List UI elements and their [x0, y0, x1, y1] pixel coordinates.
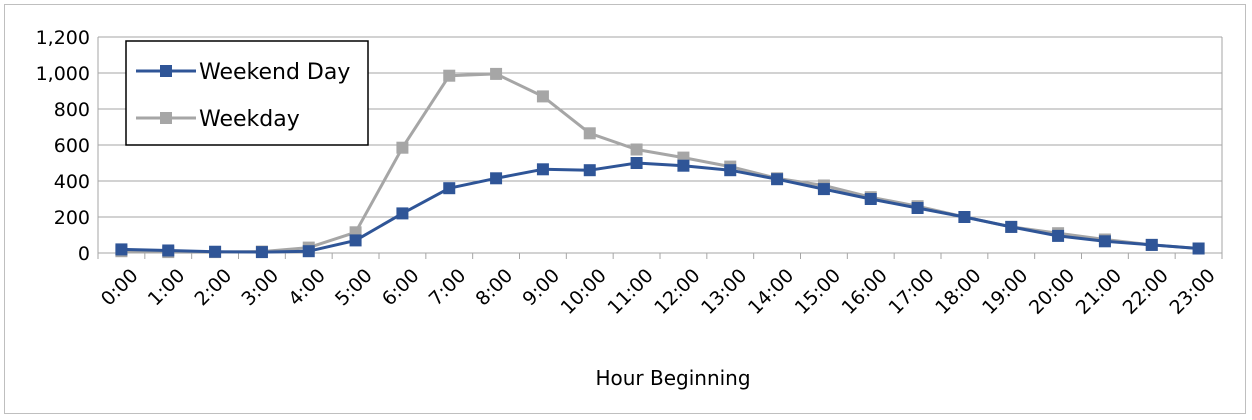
- data-point-marker: [536, 163, 549, 176]
- x-tick-label: 17:00: [884, 265, 938, 319]
- data-point-marker: [958, 211, 971, 223]
- data-point-marker: [115, 243, 128, 256]
- legend-box: [125, 40, 369, 146]
- x-tick-label: 20:00: [1025, 265, 1079, 319]
- y-tick-label: 800: [54, 99, 90, 121]
- data-point-marker: [817, 183, 830, 196]
- data-point-marker: [396, 207, 409, 220]
- data-point-marker: [349, 234, 362, 247]
- x-tick-label: 8:00: [472, 265, 518, 311]
- x-tick-label: 2:00: [191, 265, 237, 311]
- x-tick-label: 13:00: [697, 265, 751, 319]
- series-lines: [115, 67, 1205, 259]
- data-point-marker: [443, 69, 456, 82]
- x-tick-label: 21:00: [1072, 265, 1126, 319]
- y-tick-label: 200: [54, 207, 90, 229]
- y-tick-label: 1,000: [36, 63, 90, 85]
- data-point-marker: [864, 193, 877, 205]
- x-tick-label: 12:00: [650, 265, 704, 319]
- data-point-marker: [1192, 242, 1205, 255]
- x-tick-label: 10:00: [557, 265, 611, 319]
- x-tick-label: 3:00: [237, 265, 283, 311]
- x-tick-label: 14:00: [744, 265, 798, 319]
- y-tick-label: 600: [54, 135, 90, 157]
- x-tick-label: 0:00: [97, 265, 143, 311]
- x-tick-label: 18:00: [931, 265, 985, 319]
- data-point-marker: [630, 143, 643, 156]
- y-tick-label: 1,200: [36, 27, 90, 49]
- data-point-marker: [1005, 220, 1018, 233]
- data-point-marker: [162, 244, 175, 257]
- data-point-marker: [583, 127, 596, 140]
- y-tick-label: 0: [78, 243, 90, 265]
- y-tick-labels: 0 200 400 600 800 1,000 1,200: [36, 27, 90, 265]
- series-line: [121, 161, 1199, 254]
- x-tick-label: 15:00: [791, 265, 845, 319]
- legend-label: Weekend Day: [199, 60, 350, 85]
- data-point-marker: [396, 141, 409, 154]
- data-point-marker: [630, 157, 643, 169]
- data-point-marker: [583, 164, 596, 177]
- y-tick-label: 400: [54, 171, 90, 193]
- data-point-marker: [536, 90, 549, 103]
- data-point-marker: [443, 182, 456, 195]
- x-tick-label: 11:00: [603, 265, 657, 319]
- x-axis-title: Hour Beginning: [595, 366, 750, 390]
- legend: Weekend Day Weekday: [125, 40, 369, 146]
- x-tick-labels: 0:00 1:00 2:00 3:00 4:00 5:00 6:00 7:00 8:00 9:00…: [97, 265, 1220, 319]
- legend-label: Weekday: [199, 107, 300, 132]
- legend-swatch-marker: [160, 65, 172, 77]
- x-tick-label: 5:00: [331, 265, 377, 311]
- data-point-marker: [771, 173, 784, 186]
- data-point-marker: [490, 172, 503, 185]
- data-point-marker: [490, 67, 503, 80]
- x-tick-label: 1:00: [144, 265, 190, 311]
- data-point-marker: [302, 245, 315, 258]
- x-tick-label: 19:00: [978, 265, 1032, 319]
- data-point-marker: [1145, 238, 1158, 251]
- x-tick-label: 22:00: [1119, 265, 1173, 319]
- data-point-marker: [209, 245, 222, 258]
- data-point-marker: [911, 202, 924, 214]
- data-point-marker: [1052, 229, 1065, 242]
- data-point-marker: [724, 164, 737, 177]
- legend-swatch-marker: [160, 112, 172, 124]
- x-tick-label: 7:00: [425, 265, 471, 311]
- data-point-marker: [255, 246, 268, 259]
- data-point-marker: [677, 159, 690, 172]
- data-point-marker: [1098, 235, 1111, 248]
- x-tick-label: 4:00: [284, 265, 330, 311]
- x-tick-label: 16:00: [838, 265, 892, 319]
- x-tick-label: 23:00: [1165, 265, 1219, 319]
- x-tick-label: 6:00: [378, 265, 424, 311]
